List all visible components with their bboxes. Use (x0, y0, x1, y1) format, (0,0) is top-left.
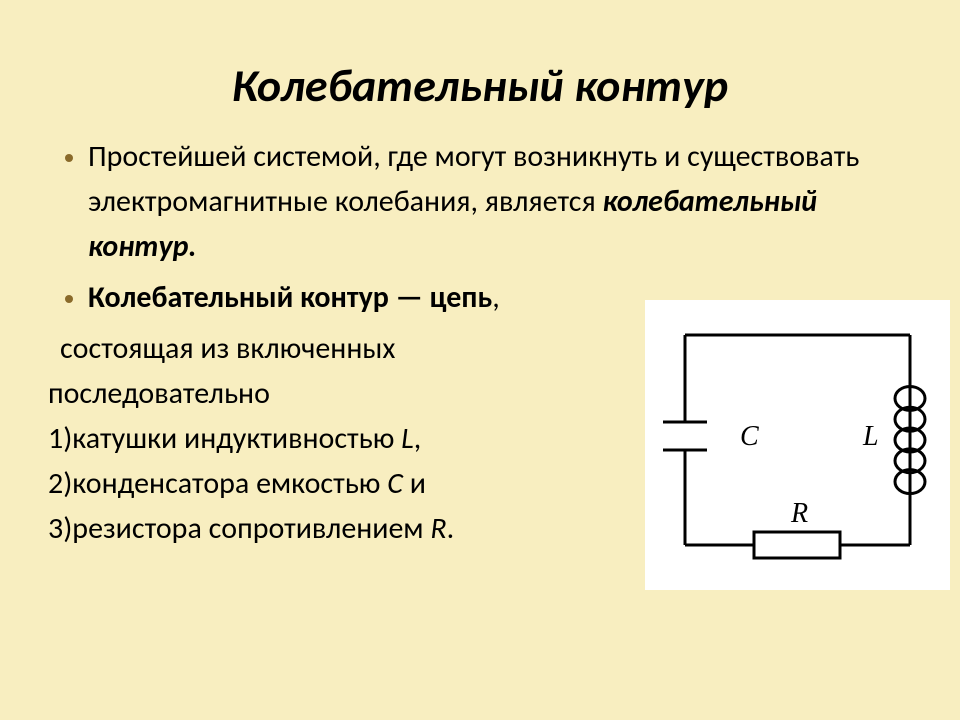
line-4-italic: С (387, 465, 403, 502)
circuit-diagram: C L R (645, 300, 950, 590)
slide-title: Колебательный контур (48, 58, 912, 114)
bullet-2-bold: Колебательный контур — цепь (88, 279, 492, 316)
line-5-italic: R (430, 510, 446, 547)
line-4b: и (403, 465, 426, 502)
slide: Колебательный контур Простейшей системой… (0, 0, 960, 720)
circuit-svg: C L R (645, 300, 950, 590)
line-5a: 3)резистора сопротивлением (48, 510, 430, 547)
svg-text:C: C (740, 421, 759, 452)
svg-text:R: R (790, 498, 808, 529)
line-4a: 2)конденсатора емкостью (48, 465, 387, 502)
bullet-2-tail: , (492, 279, 500, 316)
line-3a: 1)катушки индуктивностью (48, 420, 401, 457)
line-5b: . (447, 510, 455, 547)
line-3b: , (414, 420, 422, 457)
bullet-1: Простейшей системой, где могут возникнут… (88, 134, 912, 269)
svg-text:L: L (862, 421, 879, 452)
line-3-italic: L (401, 420, 414, 457)
bullet-list: Простейшей системой, где могут возникнут… (48, 134, 912, 320)
